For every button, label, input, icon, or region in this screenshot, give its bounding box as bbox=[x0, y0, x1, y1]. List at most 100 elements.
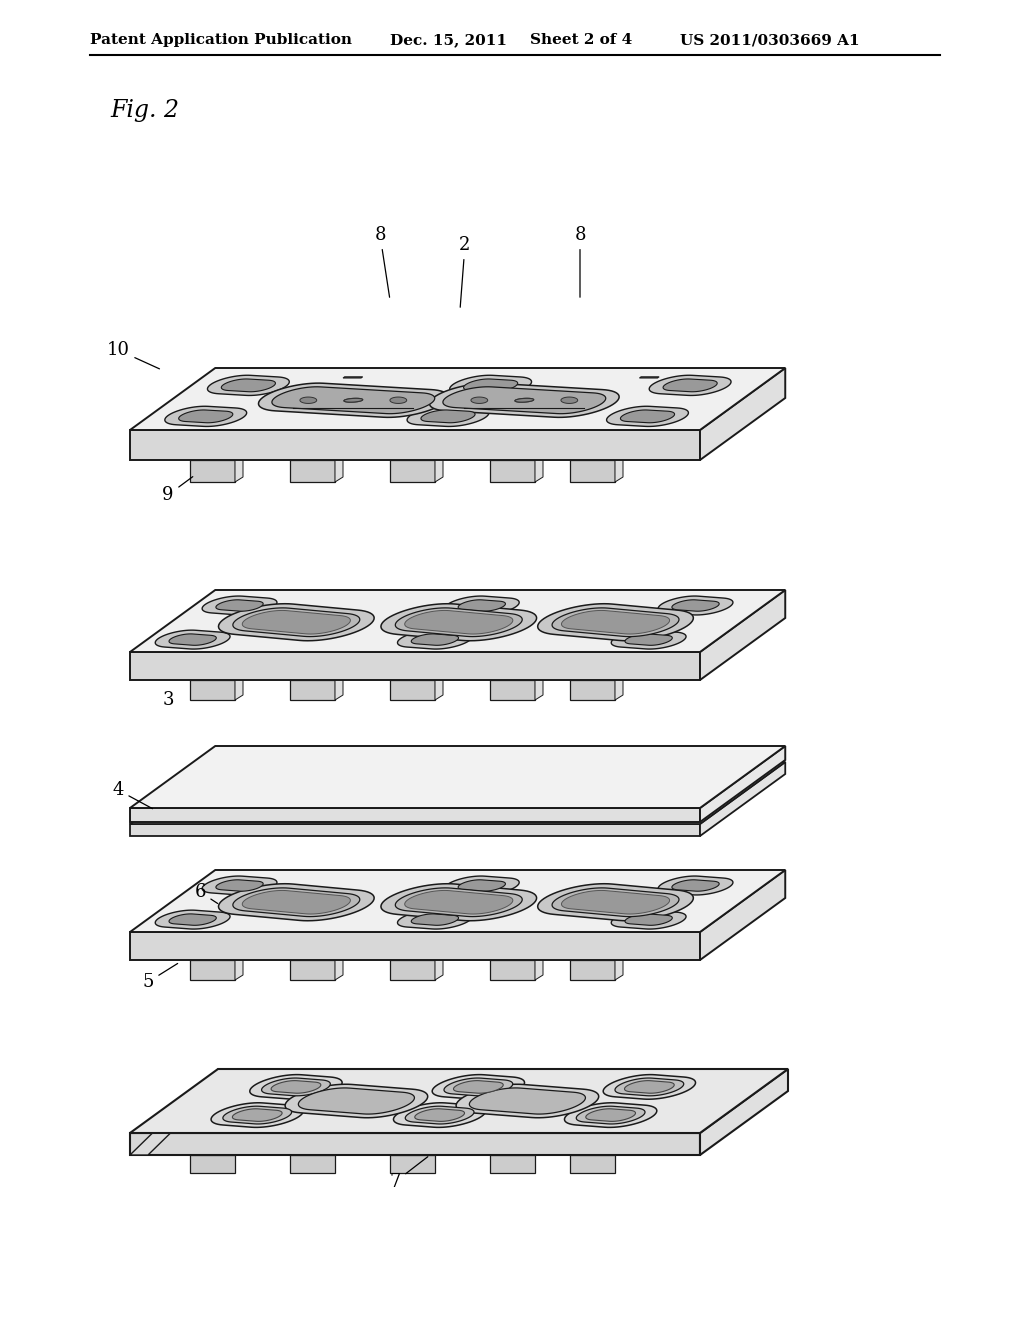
Polygon shape bbox=[625, 913, 673, 925]
Text: 4: 4 bbox=[113, 781, 153, 809]
Polygon shape bbox=[577, 1106, 645, 1123]
Polygon shape bbox=[130, 1069, 788, 1133]
Polygon shape bbox=[435, 954, 443, 979]
Polygon shape bbox=[343, 876, 365, 880]
Polygon shape bbox=[190, 960, 234, 979]
Polygon shape bbox=[615, 675, 623, 700]
Polygon shape bbox=[258, 383, 449, 417]
Polygon shape bbox=[700, 870, 785, 960]
Polygon shape bbox=[290, 680, 335, 700]
Polygon shape bbox=[570, 1155, 615, 1173]
Polygon shape bbox=[232, 609, 359, 636]
Polygon shape bbox=[130, 368, 785, 430]
Polygon shape bbox=[218, 603, 374, 640]
Polygon shape bbox=[179, 411, 232, 422]
Polygon shape bbox=[564, 1102, 656, 1127]
Polygon shape bbox=[395, 609, 522, 636]
Polygon shape bbox=[208, 375, 290, 396]
Polygon shape bbox=[454, 1081, 503, 1093]
Polygon shape bbox=[291, 776, 305, 777]
Polygon shape bbox=[390, 1155, 435, 1173]
Polygon shape bbox=[290, 1155, 335, 1173]
Polygon shape bbox=[700, 762, 785, 836]
Polygon shape bbox=[404, 891, 513, 913]
Polygon shape bbox=[408, 407, 488, 426]
Polygon shape bbox=[395, 888, 522, 916]
Polygon shape bbox=[615, 1078, 684, 1096]
Polygon shape bbox=[700, 590, 785, 680]
Polygon shape bbox=[156, 630, 230, 649]
Polygon shape bbox=[458, 599, 506, 611]
Polygon shape bbox=[586, 1109, 636, 1122]
Text: 7: 7 bbox=[389, 1156, 428, 1191]
Polygon shape bbox=[290, 459, 335, 482]
Polygon shape bbox=[223, 1106, 292, 1123]
Polygon shape bbox=[464, 379, 518, 392]
Polygon shape bbox=[490, 680, 535, 700]
Polygon shape bbox=[444, 597, 519, 615]
Polygon shape bbox=[625, 1081, 674, 1093]
Text: 2: 2 bbox=[460, 236, 471, 308]
Polygon shape bbox=[130, 652, 700, 680]
Polygon shape bbox=[625, 634, 673, 645]
Polygon shape bbox=[165, 407, 247, 426]
Polygon shape bbox=[397, 911, 472, 929]
Polygon shape bbox=[639, 597, 660, 601]
Polygon shape bbox=[415, 1109, 465, 1122]
Polygon shape bbox=[429, 383, 620, 417]
Polygon shape bbox=[639, 876, 660, 880]
Polygon shape bbox=[169, 634, 216, 645]
Text: 3: 3 bbox=[162, 690, 174, 709]
Polygon shape bbox=[621, 411, 675, 422]
Polygon shape bbox=[700, 368, 785, 459]
Polygon shape bbox=[603, 1074, 695, 1100]
Polygon shape bbox=[381, 883, 537, 921]
Polygon shape bbox=[130, 808, 700, 822]
Polygon shape bbox=[300, 397, 316, 404]
Polygon shape bbox=[492, 876, 512, 880]
Polygon shape bbox=[390, 459, 435, 482]
Polygon shape bbox=[335, 675, 343, 700]
Polygon shape bbox=[130, 590, 785, 652]
Polygon shape bbox=[234, 455, 243, 482]
Polygon shape bbox=[190, 680, 234, 700]
Polygon shape bbox=[234, 954, 243, 979]
Polygon shape bbox=[490, 459, 535, 482]
Polygon shape bbox=[469, 1088, 586, 1114]
Polygon shape bbox=[538, 883, 693, 921]
Polygon shape bbox=[458, 880, 506, 891]
Polygon shape bbox=[381, 603, 537, 640]
Polygon shape bbox=[344, 399, 362, 403]
Polygon shape bbox=[515, 399, 534, 403]
Polygon shape bbox=[515, 399, 534, 403]
Polygon shape bbox=[432, 1074, 524, 1100]
Polygon shape bbox=[404, 610, 513, 634]
Polygon shape bbox=[202, 597, 276, 615]
Polygon shape bbox=[450, 375, 531, 396]
Polygon shape bbox=[561, 610, 670, 634]
Polygon shape bbox=[435, 675, 443, 700]
Text: 5: 5 bbox=[142, 964, 177, 991]
Polygon shape bbox=[390, 680, 435, 700]
Polygon shape bbox=[535, 675, 543, 700]
Polygon shape bbox=[250, 1074, 342, 1100]
Polygon shape bbox=[335, 954, 343, 979]
Text: Patent Application Publication: Patent Application Publication bbox=[90, 33, 352, 48]
Polygon shape bbox=[490, 1155, 535, 1173]
Polygon shape bbox=[454, 776, 468, 777]
Polygon shape bbox=[610, 776, 625, 777]
Text: Sheet 2 of 4: Sheet 2 of 4 bbox=[530, 33, 632, 48]
Polygon shape bbox=[435, 455, 443, 482]
Polygon shape bbox=[397, 630, 472, 649]
Polygon shape bbox=[130, 870, 785, 932]
Polygon shape bbox=[343, 597, 365, 601]
Polygon shape bbox=[700, 1069, 788, 1155]
Polygon shape bbox=[611, 911, 686, 929]
Polygon shape bbox=[216, 599, 263, 611]
Polygon shape bbox=[290, 960, 335, 979]
Polygon shape bbox=[261, 1078, 331, 1096]
Polygon shape bbox=[444, 1078, 513, 1096]
Polygon shape bbox=[570, 960, 615, 979]
Polygon shape bbox=[471, 397, 487, 404]
Polygon shape bbox=[444, 876, 519, 895]
